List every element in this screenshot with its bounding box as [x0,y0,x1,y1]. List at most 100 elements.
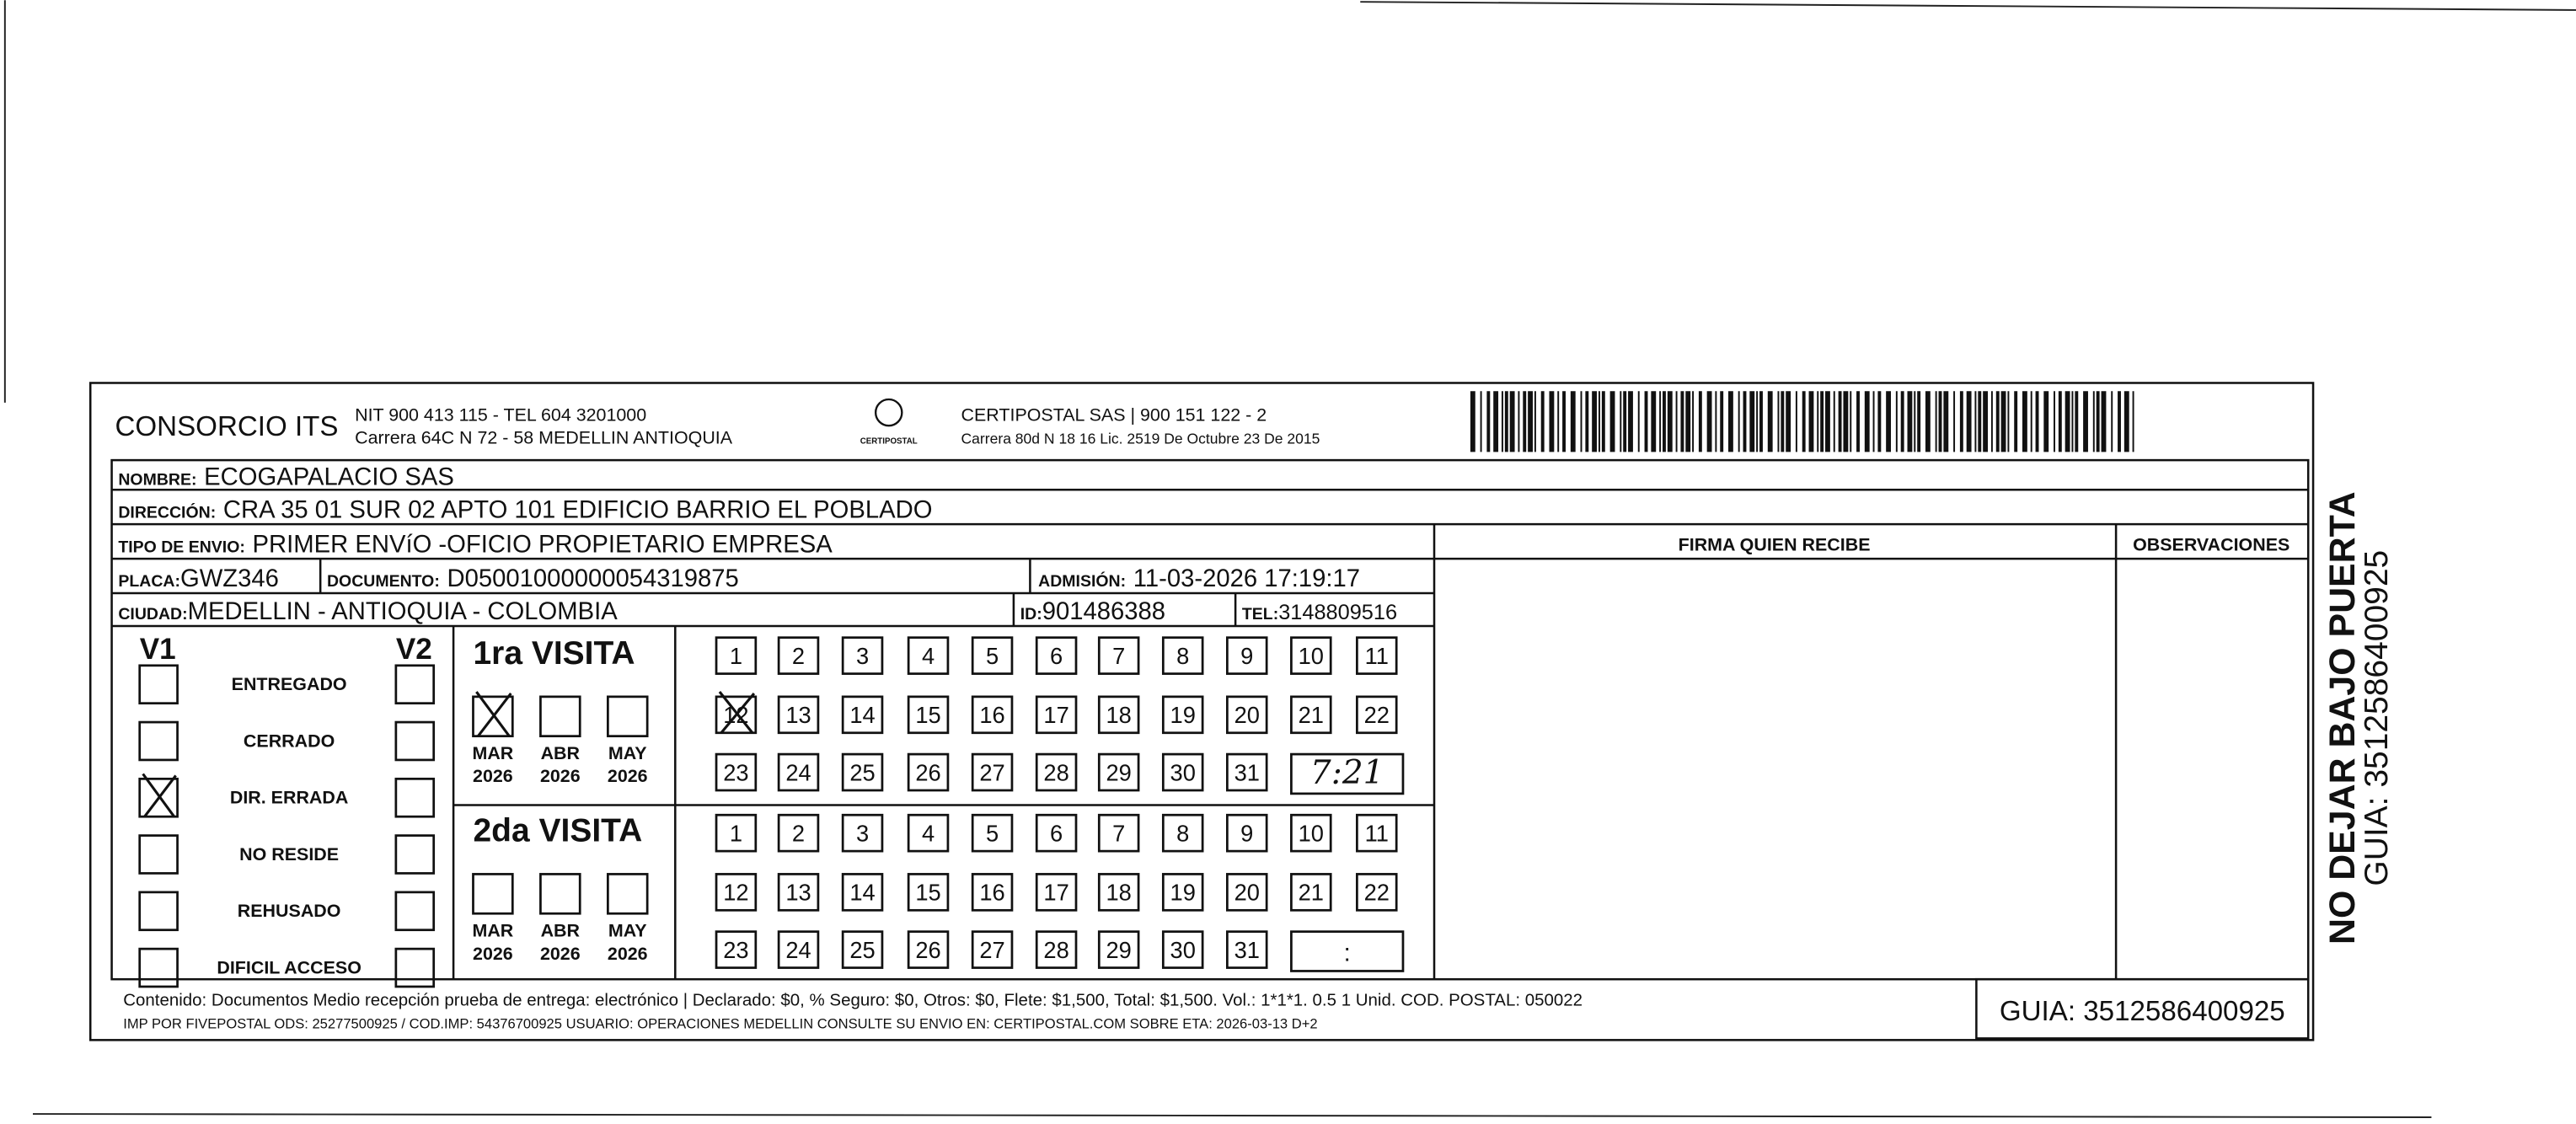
bar [1692,391,1695,452]
bar [1549,391,1555,452]
day: 23 [723,759,748,785]
day: 6 [1050,820,1063,846]
bar [1990,391,1993,452]
bar [1864,391,1870,452]
bar [2022,391,2027,452]
bar [1667,391,1673,452]
day: 3 [856,643,869,669]
bar [1935,391,1937,452]
day: 20 [1234,702,1260,728]
bar [1974,391,1977,452]
bar [1767,391,1773,452]
month: MAY [608,921,647,941]
box [1035,873,1078,912]
company-line: Carrera 64C N 72 - 58 MEDELLIN ANTIOQUIA [355,428,733,448]
status-option: CERRADO [244,731,335,751]
bar [1743,391,1747,452]
day: 17 [1043,702,1068,728]
day: 18 [1106,880,1132,906]
bar [1715,391,1717,452]
box [715,752,758,792]
box [715,813,758,853]
status-col: V2 [396,633,432,666]
box [1290,930,1405,972]
day: 7 [1112,643,1125,669]
handwritten-mark [142,773,175,818]
bar [1601,391,1605,452]
field: NOMBRE: ECOGAPALACIO SAS [118,461,454,490]
box [138,834,179,875]
bar [1680,391,1684,452]
box [1035,930,1078,969]
bar [1518,391,1520,452]
box [971,930,1014,969]
bar [2058,391,2062,452]
day: 31 [1234,937,1260,963]
bar [2043,391,2049,452]
bar [1651,391,1657,452]
box [1161,930,1204,969]
status-option: REHUSADO [238,901,341,921]
day: 24 [785,759,811,785]
box [1097,695,1140,735]
box [138,891,179,932]
partner-line: Carrera 80d N 18 16 Lic. 2519 De Octubre… [961,431,1320,447]
handwritten-mark [143,774,177,818]
bar [1966,391,1972,452]
bar [1628,391,1633,452]
scan-edge [1360,1,2576,11]
box [971,695,1014,735]
bar [1978,391,1982,452]
bar [1562,391,1566,452]
bar [1833,391,1835,452]
bar [1781,391,1785,452]
day: 27 [979,937,1004,963]
box [1161,752,1204,792]
day: 27 [979,759,1004,785]
day: 2 [792,643,805,669]
box [539,695,581,738]
day: 25 [849,759,875,785]
company-name: CONSORCIO ITS [115,411,338,442]
box [1225,752,1268,792]
bar [1720,391,1724,452]
year: 2026 [540,766,581,786]
box [1225,636,1268,675]
day: 20 [1234,880,1260,906]
bar [1592,391,1598,452]
footer-line: Contenido: Documentos Medio recepción pr… [123,990,1583,1009]
bar [1534,391,1536,452]
day: 4 [922,820,935,846]
day: 13 [785,702,811,728]
bar [1895,391,1898,452]
box [1356,873,1398,912]
day: 5 [986,643,999,669]
bar [2111,391,2113,452]
box [715,873,758,912]
day: 21 [1299,880,1324,906]
day: 10 [1299,820,1324,846]
handwritten-mark [720,692,756,734]
bar [1623,391,1627,452]
bar [1557,391,1560,452]
bar [1808,391,1814,452]
day: 8 [1176,820,1189,846]
day: 18 [1106,702,1132,728]
status-option: NO RESIDE [239,844,339,864]
day: 6 [1050,643,1063,669]
day: 14 [849,702,875,728]
box [1035,752,1078,792]
bar [1820,391,1824,452]
bar [1900,391,1904,452]
day: 17 [1043,880,1068,906]
bar [2101,391,2107,452]
bar [1802,391,1806,452]
box [907,813,950,853]
day: 14 [849,880,875,906]
year: 2026 [473,944,513,964]
bar [1914,391,1916,452]
box [715,695,758,735]
bar [1877,391,1882,452]
